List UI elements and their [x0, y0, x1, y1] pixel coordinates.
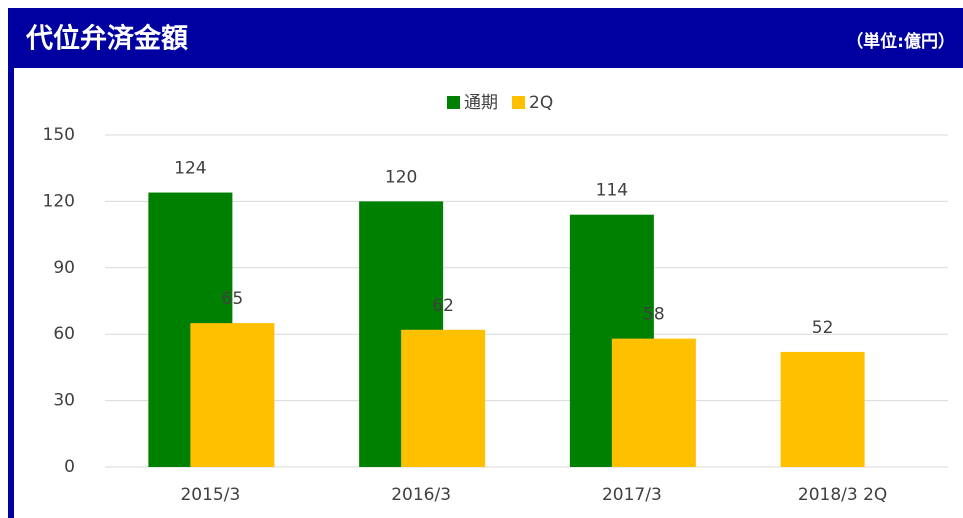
- y-tick-label: 90: [53, 258, 75, 278]
- y-tick-label: 30: [53, 391, 75, 411]
- data-label: 120: [385, 167, 417, 187]
- bar: [401, 329, 486, 467]
- data-label: 52: [812, 318, 834, 338]
- header-unit: （単位:億円）: [846, 31, 955, 52]
- legend-label: 2Q: [529, 93, 553, 113]
- x-tick-label: 2018/3 2Q: [798, 485, 887, 505]
- data-label: 65: [222, 289, 244, 309]
- bar: [780, 351, 865, 467]
- legend-swatch: [512, 96, 525, 109]
- x-tick-label: 2015/3: [180, 485, 240, 505]
- data-label: 62: [432, 296, 454, 316]
- header-band: [8, 8, 963, 68]
- data-label: 124: [174, 159, 206, 179]
- y-tick-label: 0: [64, 457, 75, 477]
- x-tick-label: 2017/3: [602, 485, 662, 505]
- bar: [611, 338, 696, 467]
- legend-swatch: [447, 96, 460, 109]
- data-label: 114: [596, 181, 628, 201]
- x-tick-label: 2016/3: [391, 485, 451, 505]
- y-tick-label: 60: [53, 324, 75, 344]
- data-label: 58: [643, 305, 665, 325]
- header-title: 代位弁済金額: [25, 23, 188, 55]
- y-tick-label: 120: [43, 191, 75, 211]
- bar: [190, 323, 275, 467]
- y-tick-label: 150: [43, 125, 75, 145]
- left-border: [8, 68, 14, 518]
- legend-label: 通期: [464, 93, 498, 113]
